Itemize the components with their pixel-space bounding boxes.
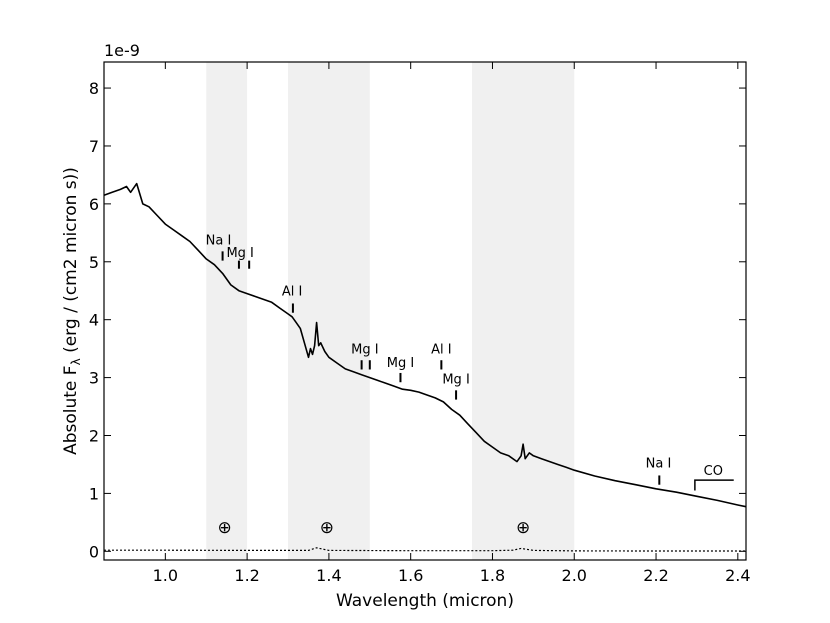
- uncertainty-line: [104, 547, 746, 552]
- y-tick-label: 1: [89, 484, 99, 503]
- x-tick-label: 1.4: [316, 566, 341, 585]
- y-axis-label-prefix: Absolute F: [61, 365, 81, 454]
- y-axis-label-subscript: λ: [69, 358, 83, 365]
- y-tick-label: 7: [89, 137, 99, 156]
- telluric-band-3: [472, 62, 575, 560]
- x-tick-label: 2.2: [643, 566, 668, 585]
- line-label-2: Mg I: [226, 246, 253, 261]
- y-tick-label: 6: [89, 195, 99, 214]
- line-label-1: Na I: [206, 233, 232, 248]
- x-axis-label: Wavelength (micron): [336, 591, 514, 611]
- y-tick-label: 0: [89, 542, 99, 561]
- telluric-symbol-1: ⊕: [218, 518, 232, 538]
- x-tick-label: 1.2: [234, 566, 259, 585]
- y-axis-label: Absolute Fλ (erg / (cm2 micron s)): [61, 167, 83, 455]
- y-tick-label: 8: [89, 79, 99, 98]
- y-axis-multiplier: 1e-9: [104, 41, 140, 60]
- line-label-5: Mg I: [387, 356, 414, 371]
- line-label-4: Mg I: [351, 342, 378, 357]
- telluric-symbol-2: ⊕: [320, 518, 334, 538]
- x-tick-label: 2.4: [725, 566, 750, 585]
- telluric-band-2: [288, 62, 370, 560]
- line-label-7: Mg I: [442, 372, 469, 387]
- co-bandhead-bracket: [694, 479, 734, 491]
- telluric-symbols: ⊕ ⊕ ⊕: [218, 518, 531, 538]
- y-axis-label-suffix: (erg / (cm2 micron s)): [61, 167, 81, 358]
- y-tick-label: 2: [89, 427, 99, 446]
- line-label-8: Na I: [646, 456, 672, 471]
- y-tick-label: 3: [89, 369, 99, 388]
- line-annotations: Na IMg IAl IMg IMg IAl IMg INa ICO: [206, 233, 734, 491]
- plot-frame: [103, 61, 747, 561]
- x-tick-label: 1.6: [398, 566, 423, 585]
- telluric-band-1: [206, 62, 248, 560]
- x-tick-label: 1.0: [153, 566, 178, 585]
- line-label-3: Al I: [282, 284, 302, 299]
- telluric-bands: [206, 62, 575, 560]
- series-layer: [103, 182, 747, 552]
- flux-line: [103, 182, 747, 508]
- line-label-6: Al I: [431, 342, 451, 357]
- x-tick-label: 2.0: [562, 566, 587, 585]
- y-tick-label: 5: [89, 253, 99, 272]
- y-tick-label: 4: [89, 311, 99, 330]
- x-tick-label: 1.8: [480, 566, 505, 585]
- telluric-symbol-3: ⊕: [516, 518, 530, 538]
- co-label: CO: [704, 464, 723, 479]
- x-axis-ticks: 1.0 1.2 1.4 1.6 1.8 2.0 2.2 2.4: [153, 62, 751, 585]
- y-axis-ticks: 0 1 2 3 4 5 6 7 8: [89, 79, 746, 561]
